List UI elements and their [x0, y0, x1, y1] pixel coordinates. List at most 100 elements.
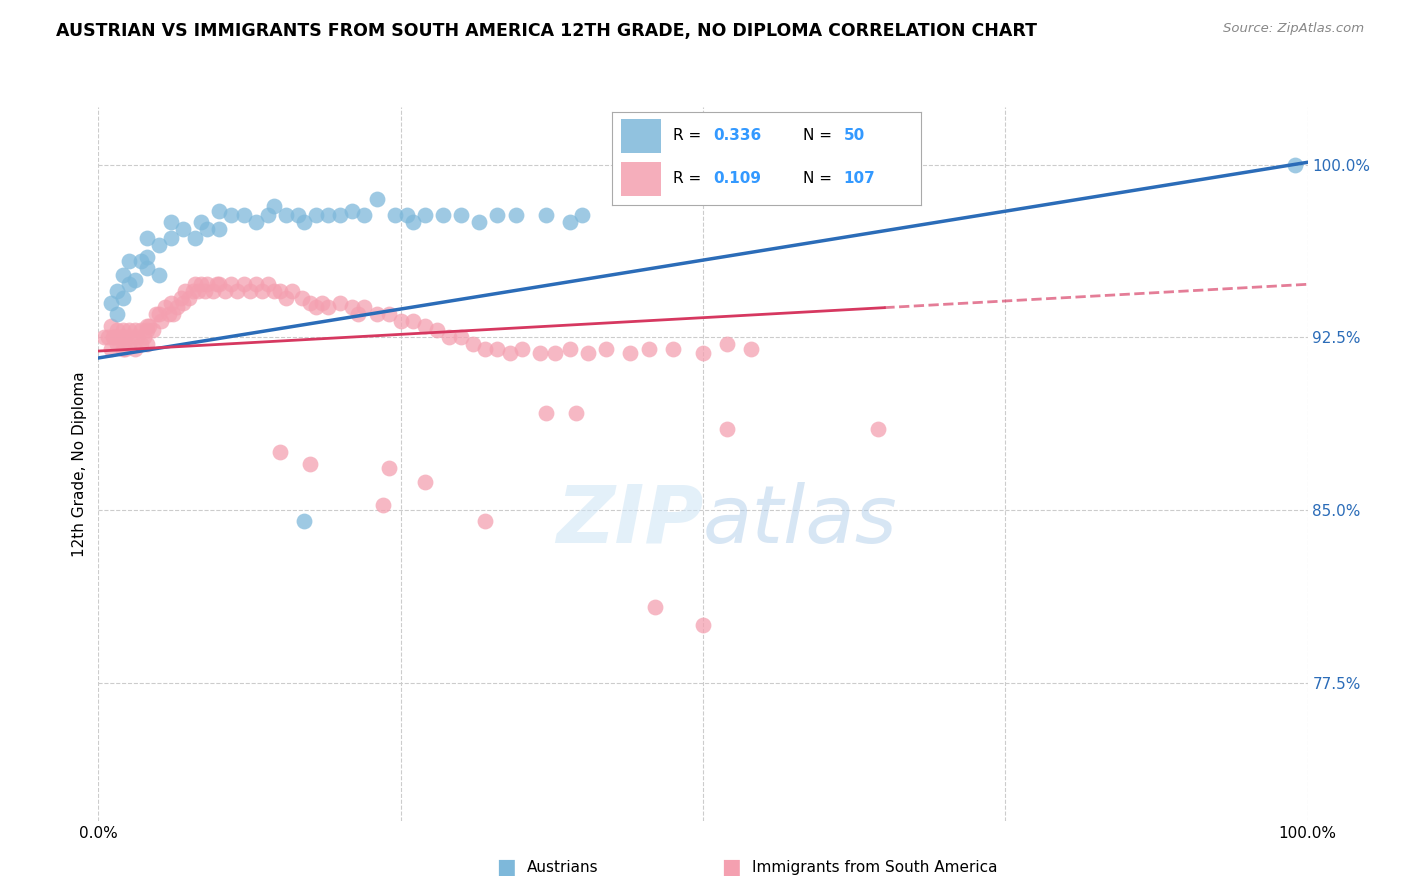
- Point: [118, 277, 141, 292]
- Point: [208, 203, 231, 218]
- Point: [413, 475, 436, 490]
- Text: Source: ZipAtlas.com: Source: ZipAtlas.com: [1223, 22, 1364, 36]
- Point: [187, 284, 209, 298]
- Text: R =: R =: [673, 171, 707, 186]
- Point: [148, 238, 170, 252]
- Point: [129, 254, 152, 268]
- Point: [202, 284, 225, 298]
- Text: R =: R =: [673, 128, 707, 144]
- Point: [534, 208, 557, 222]
- Point: [558, 342, 581, 356]
- Point: [868, 422, 890, 436]
- Point: [105, 307, 128, 321]
- Text: Immigrants from South America: Immigrants from South America: [752, 860, 998, 874]
- Point: [160, 215, 183, 229]
- Point: [450, 330, 472, 344]
- Point: [134, 330, 156, 344]
- Point: [740, 342, 762, 356]
- Point: [135, 323, 157, 337]
- Point: [221, 208, 243, 222]
- Point: [377, 307, 399, 321]
- Point: [100, 295, 122, 310]
- Text: 107: 107: [844, 171, 876, 186]
- Point: [135, 261, 157, 276]
- Point: [148, 307, 170, 321]
- Point: [150, 314, 173, 328]
- Point: [366, 192, 388, 206]
- Point: [194, 284, 217, 298]
- Point: [619, 346, 641, 360]
- Point: [169, 291, 191, 305]
- Text: ■: ■: [496, 857, 516, 877]
- Point: [195, 277, 218, 292]
- Point: [232, 277, 254, 292]
- Point: [135, 318, 157, 333]
- Text: ■: ■: [721, 857, 741, 877]
- Point: [195, 222, 218, 236]
- Point: [565, 406, 588, 420]
- Point: [190, 215, 212, 229]
- Point: [135, 250, 157, 264]
- Point: [105, 337, 128, 351]
- Point: [101, 330, 124, 344]
- Point: [389, 314, 412, 328]
- Point: [160, 231, 183, 245]
- Point: [510, 342, 533, 356]
- Point: [111, 291, 134, 305]
- Text: N =: N =: [803, 128, 837, 144]
- Point: [105, 323, 128, 337]
- Text: AUSTRIAN VS IMMIGRANTS FROM SOUTH AMERICA 12TH GRADE, NO DIPLOMA CORRELATION CHA: AUSTRIAN VS IMMIGRANTS FROM SOUTH AMERIC…: [56, 22, 1038, 40]
- Point: [498, 346, 520, 360]
- Point: [468, 215, 491, 229]
- Point: [292, 215, 315, 229]
- Point: [366, 307, 388, 321]
- Point: [716, 337, 738, 351]
- Point: [184, 231, 207, 245]
- Point: [298, 457, 321, 471]
- Point: [100, 318, 122, 333]
- Point: [121, 330, 143, 344]
- Point: [395, 208, 418, 222]
- Point: [474, 342, 496, 356]
- Point: [311, 295, 333, 310]
- Point: [129, 337, 152, 351]
- Point: [661, 342, 683, 356]
- Point: [316, 301, 339, 315]
- Point: [505, 208, 527, 222]
- Point: [353, 301, 375, 315]
- Point: [692, 346, 714, 360]
- Point: [93, 330, 115, 344]
- Point: [474, 515, 496, 529]
- Text: 0.336: 0.336: [714, 128, 762, 144]
- Point: [111, 268, 134, 282]
- Point: [100, 342, 122, 356]
- Point: [637, 342, 659, 356]
- Text: 50: 50: [844, 128, 865, 144]
- Point: [353, 208, 375, 222]
- Point: [529, 346, 551, 360]
- Point: [544, 346, 567, 360]
- Point: [177, 291, 201, 305]
- Point: [558, 215, 581, 229]
- Point: [269, 284, 291, 298]
- Point: [274, 291, 297, 305]
- Point: [181, 284, 204, 298]
- Text: ZIP: ZIP: [555, 482, 703, 560]
- Text: 0.109: 0.109: [714, 171, 762, 186]
- Point: [162, 307, 184, 321]
- Point: [114, 342, 136, 356]
- Point: [305, 301, 328, 315]
- Point: [174, 284, 197, 298]
- Point: [571, 208, 593, 222]
- Point: [432, 208, 454, 222]
- Y-axis label: 12th Grade, No Diploma: 12th Grade, No Diploma: [72, 371, 87, 557]
- Point: [118, 337, 141, 351]
- Point: [377, 461, 399, 475]
- Point: [256, 277, 278, 292]
- Point: [486, 342, 509, 356]
- Bar: [621, 162, 661, 196]
- Point: [402, 314, 425, 328]
- Point: [329, 295, 352, 310]
- Point: [426, 323, 449, 337]
- Point: [145, 307, 167, 321]
